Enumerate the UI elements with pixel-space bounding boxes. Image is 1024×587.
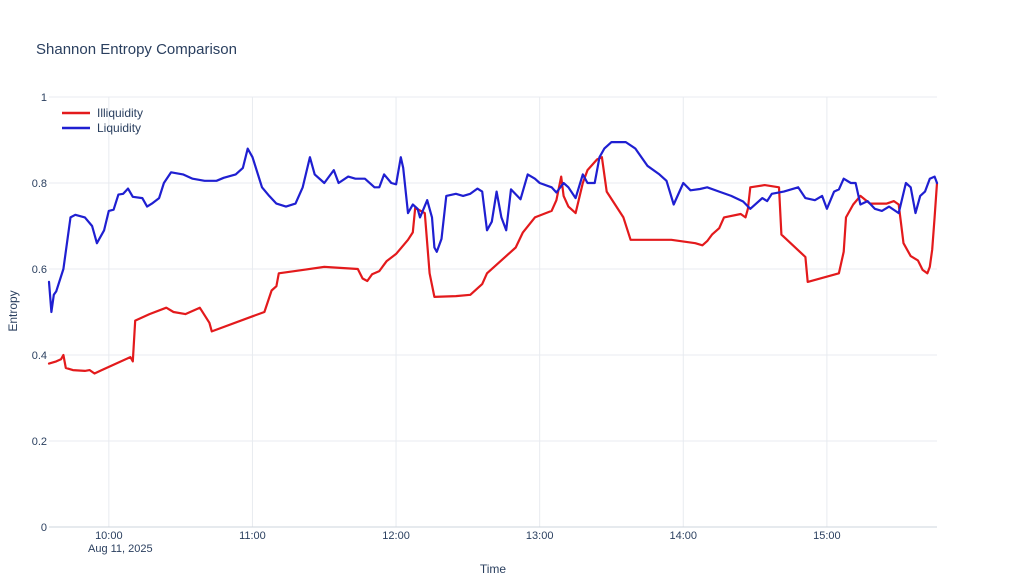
x-tick-label: 15:00 [813,530,841,542]
y-tick-label: 0.2 [32,436,47,448]
legend-item-liquidity[interactable]: Liquidity [62,121,141,135]
x-tick-label: 12:00 [382,530,410,542]
x-tick-label: 11:00 [239,530,266,542]
y-tick-label: 0.8 [32,178,47,190]
series-line-liquidity [47,141,939,314]
legend-item-illiquidity[interactable]: Illiquidity [62,106,143,120]
y-tick-label: 0.4 [32,350,47,362]
y-tick-label: 1 [41,92,47,104]
x-tick-label: 13:00 [526,530,554,542]
date-label: Aug 11, 2025 [88,543,153,555]
x-tick-labels: 10:00 11:00 12:00 13:00 14:00 15:00 [95,530,841,542]
chart-title: Shannon Entropy Comparison [36,41,237,58]
legend-label: Illiquidity [97,106,143,120]
x-gridlines [108,97,828,527]
x-axis-title: Time [480,562,507,576]
series-layer [47,141,939,375]
y-tick-label: 0 [41,522,47,534]
x-tick-label: 14:00 [670,530,698,542]
legend-label: Liquidity [97,121,141,135]
series-line-illiquidity [47,156,939,375]
y-tick-labels: 0 0.2 0.4 0.6 0.8 1 [32,92,47,534]
y-tick-label: 0.6 [32,264,47,276]
x-tick-label: 10:00 [95,530,123,542]
y-axis-title: Entropy [6,290,20,331]
